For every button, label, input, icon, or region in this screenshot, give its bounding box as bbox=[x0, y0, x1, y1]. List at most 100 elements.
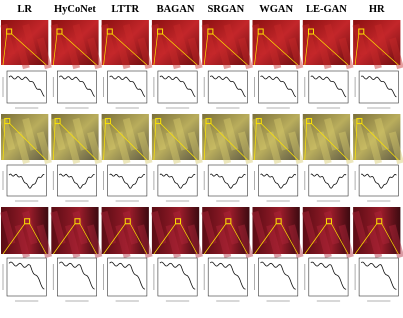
zoom-box bbox=[225, 218, 232, 225]
image-texture bbox=[14, 131, 30, 165]
image-texture bbox=[216, 37, 231, 70]
zoom-box bbox=[205, 118, 212, 125]
spectral-plot bbox=[2, 257, 47, 302]
zoom-line bbox=[129, 223, 148, 255]
column-header: LR bbox=[17, 4, 32, 15]
plot-frame bbox=[258, 70, 299, 104]
image-texture bbox=[338, 224, 354, 259]
image-texture bbox=[367, 37, 382, 70]
image-texture bbox=[50, 117, 66, 151]
image-texture bbox=[352, 117, 368, 151]
zoom-box bbox=[104, 118, 111, 125]
plot-frame bbox=[107, 70, 148, 104]
image-texture bbox=[273, 117, 289, 151]
zoom-line bbox=[280, 223, 299, 255]
image-texture bbox=[122, 210, 138, 245]
zoom-line bbox=[160, 123, 198, 161]
spectral-curve bbox=[159, 75, 196, 97]
zoom-line bbox=[79, 223, 97, 255]
image-texture bbox=[172, 210, 189, 245]
spectral-plot bbox=[52, 70, 97, 109]
zoom-box bbox=[255, 118, 262, 125]
image bbox=[202, 114, 250, 160]
plot-frame bbox=[258, 164, 299, 197]
image-texture bbox=[366, 131, 382, 165]
image-texture bbox=[72, 117, 88, 151]
image-texture bbox=[251, 117, 267, 151]
spectral-plot bbox=[254, 164, 299, 202]
spectral-plot bbox=[304, 257, 349, 302]
zoom-box bbox=[275, 218, 282, 225]
zoom-line bbox=[162, 33, 198, 66]
zoom-box bbox=[124, 218, 131, 225]
image-panel bbox=[301, 207, 354, 259]
zoom-line bbox=[153, 33, 158, 66]
image bbox=[353, 114, 401, 160]
image-texture bbox=[36, 224, 53, 259]
image-texture bbox=[65, 37, 81, 70]
zoom-line bbox=[304, 223, 327, 255]
plot-frame bbox=[207, 164, 248, 197]
image-texture bbox=[352, 23, 368, 56]
zoom-line bbox=[2, 223, 25, 255]
image-texture bbox=[100, 210, 116, 245]
image-texture bbox=[273, 23, 289, 56]
spectral-curve bbox=[8, 75, 45, 97]
figure-grid: LR HyCoNet LTTR BAGAN SRGAN WGAN LE-GAN HR bbox=[0, 4, 403, 302]
image-panel bbox=[251, 114, 304, 165]
image bbox=[202, 20, 250, 65]
spectral-curve bbox=[59, 173, 95, 189]
image-texture bbox=[338, 37, 354, 70]
zoom-box bbox=[54, 118, 61, 125]
zoom-line bbox=[212, 33, 248, 66]
image bbox=[353, 20, 401, 65]
plot-frame bbox=[6, 164, 47, 197]
image-texture bbox=[251, 210, 267, 245]
spectral-curve bbox=[109, 173, 146, 189]
plot-frame bbox=[107, 164, 148, 197]
image bbox=[302, 20, 351, 65]
zoom-line bbox=[230, 223, 248, 255]
zoom-line bbox=[180, 223, 198, 255]
zoom-line bbox=[103, 223, 126, 255]
plot-frame bbox=[6, 70, 47, 104]
image-texture bbox=[316, 37, 332, 70]
image-texture bbox=[388, 131, 403, 165]
zoom-line bbox=[61, 33, 97, 66]
spectral-curve bbox=[8, 261, 45, 290]
image bbox=[1, 20, 49, 65]
spectral-curve bbox=[159, 261, 196, 290]
image-texture bbox=[316, 131, 332, 165]
image-texture bbox=[122, 117, 138, 151]
spectral-plot bbox=[52, 257, 97, 302]
image-panel bbox=[352, 207, 403, 259]
spectral-plot bbox=[2, 164, 47, 202]
spectral-plot bbox=[354, 257, 399, 302]
image bbox=[302, 114, 351, 160]
spectral-curve bbox=[209, 261, 246, 290]
image-texture bbox=[266, 37, 282, 70]
image-texture bbox=[266, 131, 282, 165]
image-texture bbox=[36, 131, 52, 165]
zoom-line bbox=[311, 123, 349, 161]
image-texture bbox=[22, 23, 38, 56]
image-texture bbox=[201, 117, 217, 151]
spectral-plot bbox=[354, 70, 399, 109]
image-texture bbox=[388, 224, 403, 259]
spectral-plot bbox=[304, 70, 349, 109]
spectral-curve bbox=[260, 75, 297, 98]
spectral-plot bbox=[103, 164, 148, 202]
image-texture bbox=[50, 210, 66, 245]
plot-frame bbox=[157, 164, 198, 197]
image-texture bbox=[137, 224, 153, 259]
plot-frame bbox=[308, 257, 349, 297]
image-texture bbox=[0, 117, 16, 151]
image-texture bbox=[100, 23, 116, 56]
plot-frame bbox=[308, 70, 349, 104]
spectral-curve bbox=[59, 261, 95, 290]
image-texture bbox=[288, 37, 304, 70]
image-texture bbox=[389, 37, 403, 70]
zoom-box bbox=[207, 28, 214, 35]
zoom-line bbox=[361, 123, 399, 161]
image-texture bbox=[352, 210, 368, 245]
